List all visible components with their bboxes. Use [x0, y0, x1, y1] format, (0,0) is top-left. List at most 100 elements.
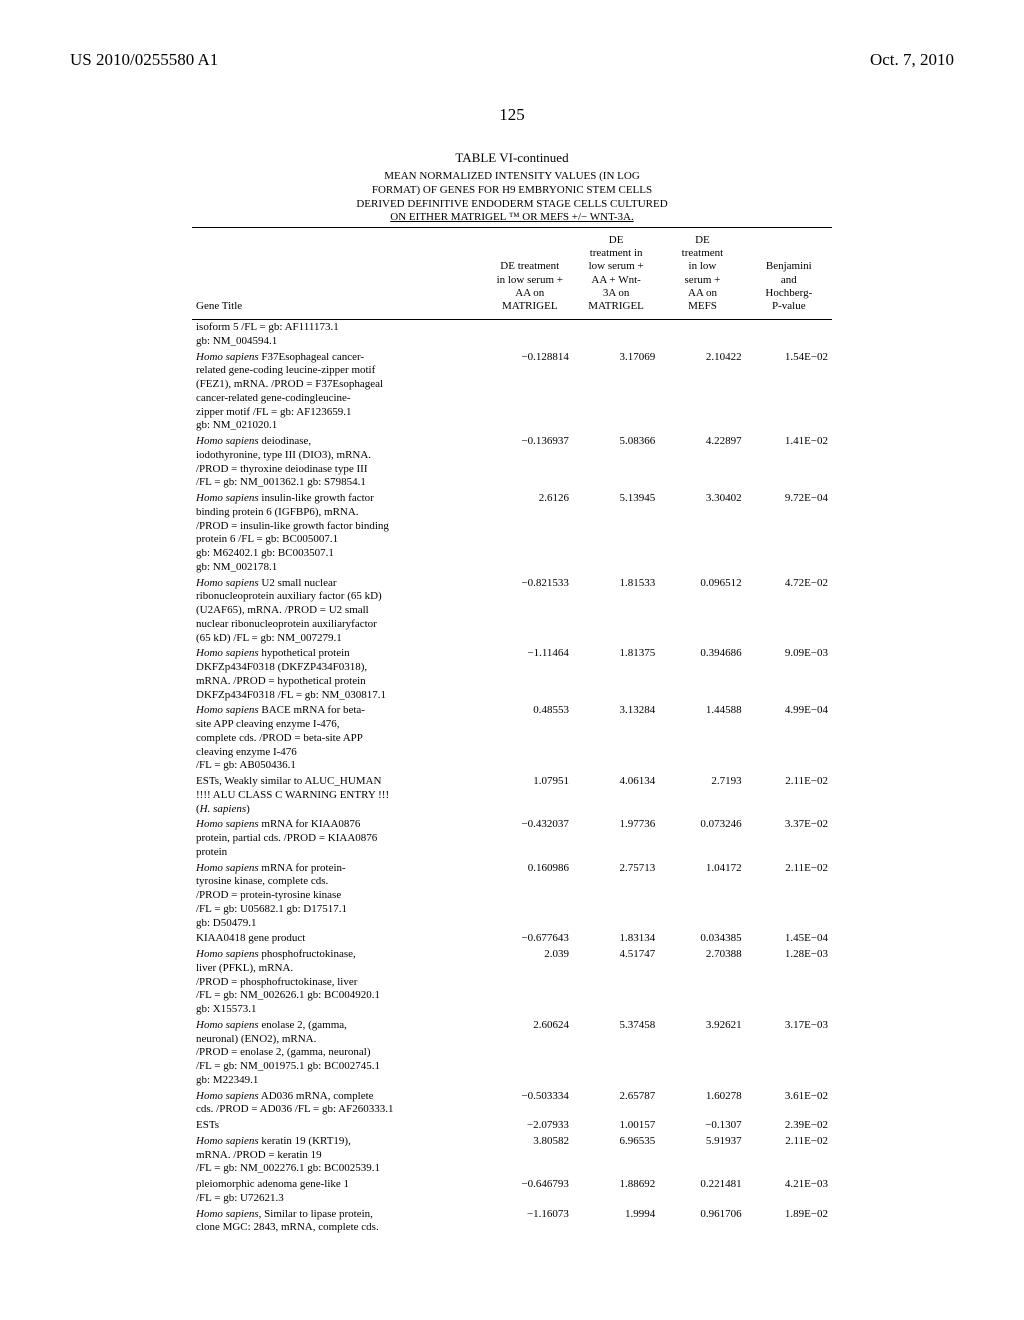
value-cell: 4.72E−02 [746, 576, 832, 647]
table-row: Homo sapiens, Similar to lipase protein,… [192, 1207, 832, 1237]
value-cell: 1.81375 [573, 646, 659, 703]
table-row: Homo sapiens U2 small nuclearribonucleop… [192, 576, 832, 647]
table-row: isoform 5 /FL = gb: AF111173.1gb: NM_004… [192, 320, 832, 350]
table-title: TABLE VI-continued [192, 150, 832, 166]
value-cell: 4.06134 [573, 774, 659, 817]
value-cell: 1.83134 [573, 931, 659, 947]
value-cell: 1.44588 [659, 703, 745, 774]
value-cell: 2.6126 [487, 491, 573, 576]
value-cell: −0.646793 [487, 1177, 573, 1207]
value-cell: 9.72E−04 [746, 491, 832, 576]
value-cell: 4.51747 [573, 947, 659, 1018]
table-row: ESTs, Weakly similar to ALUC_HUMAN!!!! A… [192, 774, 832, 817]
value-cell: 3.30402 [659, 491, 745, 576]
gene-cell: Homo sapiens enolase 2, (gamma,neuronal)… [192, 1018, 487, 1089]
data-table: Gene Title DE treatment in low serum + A… [192, 230, 832, 1236]
value-cell: 4.21E−03 [746, 1177, 832, 1207]
value-cell: 2.11E−02 [746, 774, 832, 817]
gene-cell: Homo sapiens insulin-like growth factorb… [192, 491, 487, 576]
value-cell: −0.821533 [487, 576, 573, 647]
value-cell: 5.37458 [573, 1018, 659, 1089]
value-cell: −2.07933 [487, 1118, 573, 1134]
value-cell: 2.60624 [487, 1018, 573, 1089]
table-row: pleiomorphic adenoma gene-like 1/FL = gb… [192, 1177, 832, 1207]
table-body: isoform 5 /FL = gb: AF111173.1gb: NM_004… [192, 320, 832, 1237]
table-row: ESTs−2.079331.00157−0.13072.39E−02 [192, 1118, 832, 1134]
value-cell: 3.17069 [573, 350, 659, 435]
value-cell: 1.41E−02 [746, 434, 832, 491]
value-cell [659, 320, 745, 350]
col-header-gene: Gene Title [192, 230, 487, 320]
value-cell: 0.221481 [659, 1177, 745, 1207]
table-row: Homo sapiens enolase 2, (gamma,neuronal)… [192, 1018, 832, 1089]
value-cell: 1.28E−03 [746, 947, 832, 1018]
value-cell: 2.75713 [573, 861, 659, 932]
value-cell: 4.99E−04 [746, 703, 832, 774]
value-cell: −0.1307 [659, 1118, 745, 1134]
table-container: TABLE VI-continued MEAN NORMALIZED INTEN… [192, 150, 832, 1236]
gene-cell: ESTs, Weakly similar to ALUC_HUMAN!!!! A… [192, 774, 487, 817]
table-subtitle: MEAN NORMALIZED INTENSITY VALUES (IN LOG… [192, 170, 832, 228]
value-cell: 5.13945 [573, 491, 659, 576]
value-cell: 3.61E−02 [746, 1089, 832, 1119]
value-cell: 1.97736 [573, 817, 659, 860]
table-row: Homo sapiens mRNA for KIAA0876protein, p… [192, 817, 832, 860]
gene-cell: pleiomorphic adenoma gene-like 1/FL = gb… [192, 1177, 487, 1207]
value-cell: 2.039 [487, 947, 573, 1018]
table-row: Homo sapiens keratin 19 (KRT19),mRNA. /P… [192, 1134, 832, 1177]
value-cell: 9.09E−03 [746, 646, 832, 703]
value-cell: −1.11464 [487, 646, 573, 703]
value-cell: 2.65787 [573, 1089, 659, 1119]
gene-cell: Homo sapiens mRNA for KIAA0876protein, p… [192, 817, 487, 860]
gene-cell: Homo sapiens U2 small nuclearribonucleop… [192, 576, 487, 647]
gene-cell: KIAA0418 gene product [192, 931, 487, 947]
gene-cell: Homo sapiens AD036 mRNA, completecds. /P… [192, 1089, 487, 1119]
col-header-c4: Benjamini and Hochberg- P-value [746, 230, 832, 320]
value-cell: 1.81533 [573, 576, 659, 647]
value-cell: −0.432037 [487, 817, 573, 860]
gene-cell: ESTs [192, 1118, 487, 1134]
value-cell: 0.096512 [659, 576, 745, 647]
table-row: Homo sapiens hypothetical proteinDKFZp43… [192, 646, 832, 703]
value-cell [746, 320, 832, 350]
table-row: Homo sapiens mRNA for protein-tyrosine k… [192, 861, 832, 932]
gene-cell: Homo sapiens keratin 19 (KRT19),mRNA. /P… [192, 1134, 487, 1177]
value-cell: 3.37E−02 [746, 817, 832, 860]
value-cell [487, 320, 573, 350]
page-number: 125 [70, 105, 954, 125]
value-cell: 0.073246 [659, 817, 745, 860]
value-cell: 1.60278 [659, 1089, 745, 1119]
value-cell: 2.11E−02 [746, 861, 832, 932]
value-cell: 3.92621 [659, 1018, 745, 1089]
col-header-c1: DE treatment in low serum + AA on MATRIG… [487, 230, 573, 320]
gene-cell: Homo sapiens F37Esophageal cancer-relate… [192, 350, 487, 435]
table-row: Homo sapiens F37Esophageal cancer-relate… [192, 350, 832, 435]
value-cell: −0.677643 [487, 931, 573, 947]
value-cell: 1.45E−04 [746, 931, 832, 947]
value-cell: 0.160986 [487, 861, 573, 932]
col-header-c3: DE treatment in low serum + AA on MEFS [659, 230, 745, 320]
value-cell: 2.70388 [659, 947, 745, 1018]
value-cell: 6.96535 [573, 1134, 659, 1177]
table-row: Homo sapiens BACE mRNA for beta-site APP… [192, 703, 832, 774]
value-cell [573, 320, 659, 350]
value-cell: 0.961706 [659, 1207, 745, 1237]
value-cell: 1.88692 [573, 1177, 659, 1207]
table-row: KIAA0418 gene product−0.6776431.831340.0… [192, 931, 832, 947]
table-row: Homo sapiens phosphofructokinase,liver (… [192, 947, 832, 1018]
value-cell: 1.54E−02 [746, 350, 832, 435]
value-cell: 2.39E−02 [746, 1118, 832, 1134]
col-header-c2: DE treatment in low serum + AA + Wnt- 3A… [573, 230, 659, 320]
gene-cell: isoform 5 /FL = gb: AF111173.1gb: NM_004… [192, 320, 487, 350]
table-row: Homo sapiens AD036 mRNA, completecds. /P… [192, 1089, 832, 1119]
value-cell: −0.136937 [487, 434, 573, 491]
value-cell: 2.11E−02 [746, 1134, 832, 1177]
value-cell: 0.034385 [659, 931, 745, 947]
page-header: US 2010/0255580 A1 Oct. 7, 2010 [70, 50, 954, 70]
gene-cell: Homo sapiens, Similar to lipase protein,… [192, 1207, 487, 1237]
gene-cell: Homo sapiens phosphofructokinase,liver (… [192, 947, 487, 1018]
value-cell: 2.7193 [659, 774, 745, 817]
table-row: Homo sapiens deiodinase,iodothyronine, t… [192, 434, 832, 491]
value-cell: 1.07951 [487, 774, 573, 817]
table-row: Homo sapiens insulin-like growth factorb… [192, 491, 832, 576]
